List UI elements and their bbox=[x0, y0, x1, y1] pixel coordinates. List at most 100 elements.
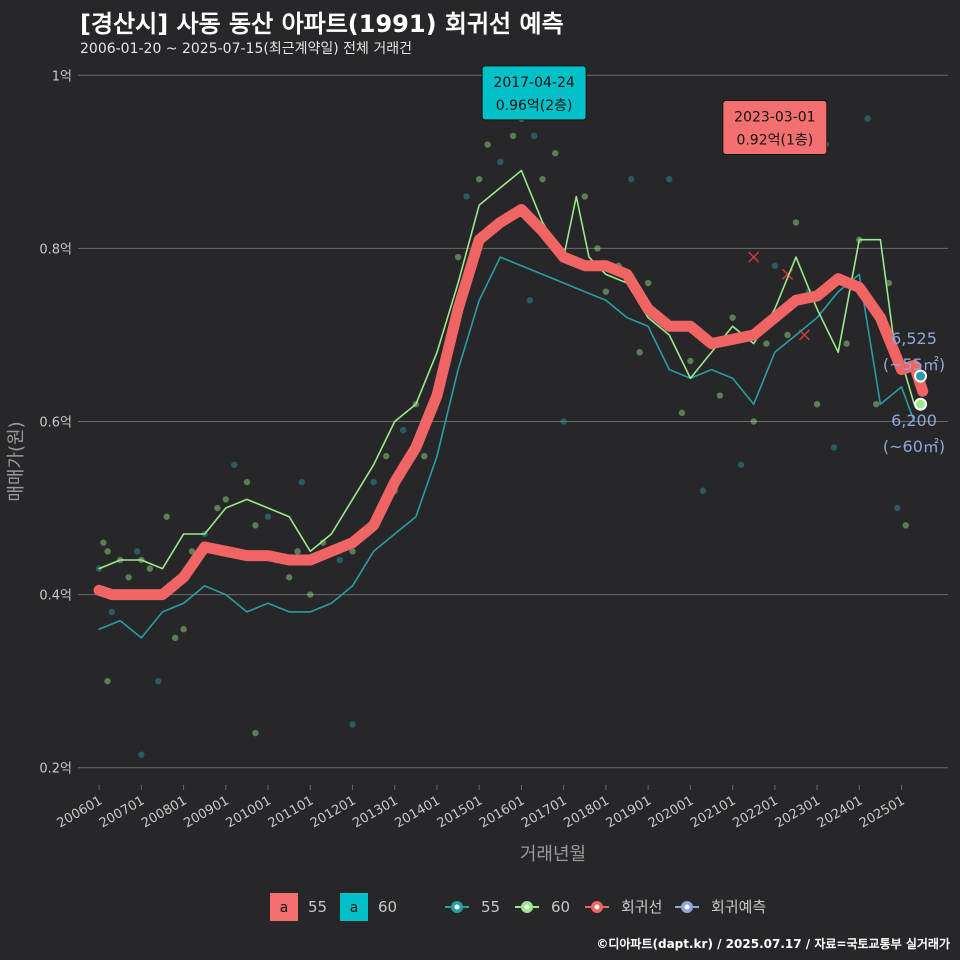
scatter-point bbox=[264, 513, 272, 520]
callout-value: 0.96억(2층) bbox=[496, 98, 573, 114]
y-tick-label: 0.8억 bbox=[39, 242, 72, 257]
scatter-point bbox=[104, 677, 111, 685]
scatter-point bbox=[454, 253, 462, 261]
end-label-value: 6,200 bbox=[891, 411, 937, 430]
legend-swatch-glyph: a bbox=[350, 900, 359, 916]
x-tick-label: 201201 bbox=[308, 793, 358, 831]
x-tick-label: 202401 bbox=[815, 793, 865, 831]
y-tick-label: 0.4억 bbox=[39, 589, 72, 604]
scatter-point bbox=[336, 556, 344, 564]
scatter-point bbox=[294, 548, 301, 555]
credit-line: ©디아파트(dapt.kr) / 2025.07.17 / 자료=국토교통부 실… bbox=[596, 937, 950, 951]
x-tick-label: 201401 bbox=[392, 793, 442, 831]
scatter-point bbox=[771, 262, 779, 269]
scatter-point bbox=[792, 219, 800, 226]
y-tick-label: 0.6억 bbox=[39, 416, 72, 431]
scatter-point bbox=[188, 548, 196, 555]
x-tick-label: 202501 bbox=[857, 793, 907, 831]
callout-date: 2017-04-24 bbox=[493, 75, 574, 91]
x-tick-label: 201801 bbox=[561, 793, 611, 831]
scatter-point bbox=[133, 548, 141, 555]
scatter-point bbox=[864, 115, 871, 122]
callout-rect bbox=[722, 100, 828, 156]
scatter-point bbox=[349, 548, 356, 555]
x-tick-label: 200901 bbox=[181, 793, 231, 831]
scatter-point bbox=[222, 496, 230, 503]
scatter-point bbox=[104, 548, 111, 555]
scatter-point bbox=[830, 444, 838, 451]
scatter-point bbox=[666, 175, 673, 183]
scatter-point bbox=[902, 522, 909, 529]
scatter-point bbox=[399, 426, 407, 434]
scatter-point bbox=[526, 297, 534, 304]
x-mark-stroke bbox=[748, 251, 760, 263]
scatter-point bbox=[155, 677, 162, 685]
x-tick-label: 201101 bbox=[266, 793, 316, 831]
end-label-value: 6,525 bbox=[891, 329, 937, 348]
chart-subtitle: 2006-01-20 ~ 2025-07-15(최근계약일) 전체 거래건 bbox=[80, 41, 412, 57]
x-tick-label: 202201 bbox=[730, 793, 780, 831]
scatter-point bbox=[628, 175, 635, 183]
scatter-point bbox=[687, 357, 694, 365]
scatter-point bbox=[100, 539, 107, 546]
x-tick-label: 201601 bbox=[477, 793, 527, 831]
x-tick-label: 201701 bbox=[519, 793, 569, 831]
scatter-point bbox=[552, 150, 559, 157]
callout-value: 0.92억(1층) bbox=[736, 133, 813, 149]
scatter-point bbox=[729, 314, 736, 321]
scatter-point bbox=[370, 478, 377, 486]
scatter-point bbox=[252, 522, 259, 529]
scatter-point bbox=[476, 175, 483, 183]
x-tick-label: 201501 bbox=[435, 793, 485, 831]
scatter-point bbox=[644, 279, 652, 287]
scatter-point bbox=[581, 193, 588, 200]
scatter-point bbox=[737, 461, 745, 468]
x-tick-label: 200701 bbox=[97, 793, 147, 831]
x-tick-label: 200601 bbox=[55, 793, 105, 831]
chart-title: [경산시] 사동 동산 아파트(1991) 회귀선 예측 bbox=[80, 10, 564, 38]
scatter-point bbox=[873, 400, 880, 408]
legend-series-55: 55 bbox=[481, 898, 500, 916]
series-line-60 bbox=[98, 169, 915, 570]
scatter-point bbox=[108, 608, 115, 616]
scatter-point bbox=[319, 539, 327, 546]
legend-series-60: 60 bbox=[551, 898, 570, 916]
callout-box: 2023-03-01 0.92억(1층) bbox=[722, 100, 828, 156]
scatter-point bbox=[421, 452, 428, 460]
legend-swatch-60 bbox=[340, 893, 368, 921]
legend-marker-dot bbox=[684, 904, 690, 910]
series-line-55 bbox=[98, 256, 915, 639]
scatter-point bbox=[636, 349, 643, 356]
scatter-point bbox=[125, 574, 132, 581]
scatter-point bbox=[530, 132, 538, 140]
legend-marker-dot bbox=[594, 904, 600, 910]
legend-marker-dot bbox=[524, 904, 530, 910]
forecast-point bbox=[914, 397, 928, 411]
legend-series-회귀예측: 회귀예측 bbox=[711, 898, 766, 916]
scatter-point bbox=[509, 132, 517, 140]
scatter-point bbox=[180, 626, 187, 633]
legend-label-60: 60 bbox=[378, 898, 397, 916]
scatter-point bbox=[383, 452, 390, 460]
scatter-point bbox=[560, 418, 567, 425]
scatter-point bbox=[750, 418, 757, 425]
legend-series-회귀선: 회귀선 bbox=[621, 898, 662, 916]
scatter-point bbox=[484, 141, 491, 148]
end-label-area: (~55㎡) bbox=[883, 355, 945, 374]
y-axis-title: 매매가(원) bbox=[6, 421, 27, 501]
callout-box: 2017-04-24 0.96억(2층) bbox=[481, 65, 587, 121]
scatter-point bbox=[539, 175, 546, 183]
scatter-point bbox=[763, 340, 770, 347]
x-tick-label: 202001 bbox=[646, 793, 696, 831]
legend-swatch-glyph: a bbox=[280, 900, 289, 916]
forecast-point bbox=[914, 369, 928, 383]
scatter-point bbox=[298, 478, 306, 486]
scatter-point bbox=[231, 461, 238, 468]
scatter-point bbox=[813, 400, 821, 408]
scatter-point bbox=[784, 331, 791, 339]
scatter-point bbox=[602, 288, 610, 295]
x-tick-label: 201301 bbox=[350, 793, 400, 831]
scatter-point bbox=[252, 729, 259, 737]
x-tick-label: 202101 bbox=[688, 793, 738, 831]
